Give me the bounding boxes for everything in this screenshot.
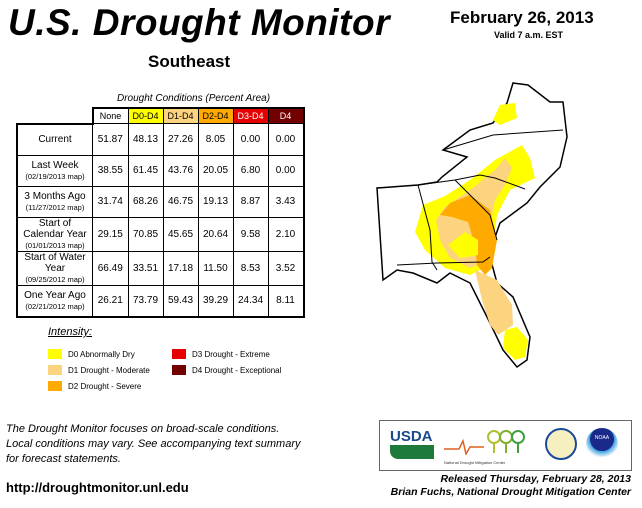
website-link[interactable]: http://droughtmonitor.unl.edu <box>6 480 189 495</box>
page-title: U.S. Drought Monitor <box>8 2 390 43</box>
disclaimer-note: The Drought Monitor focuses on broad-sca… <box>6 423 301 465</box>
table-cell: 43.76 <box>162 154 199 187</box>
ndmc-logo: National Drought Mitigation Center <box>444 427 530 465</box>
d0-area-ga <box>448 232 478 258</box>
nc-sc-border <box>454 174 526 190</box>
table-row: Start of Calendar Year (01/01/2013 map) 29… <box>16 216 305 252</box>
table-cell: 11.50 <box>197 250 234 286</box>
table-cell: 27.26 <box>162 123 199 156</box>
table-cell: 0.00 <box>267 154 305 187</box>
table-cell: 61.45 <box>127 154 164 187</box>
table-caption: Drought Conditions (Percent Area) <box>117 93 271 104</box>
d0-area-virginia <box>493 103 517 125</box>
column-header: D2-D4 <box>197 107 234 124</box>
legend-title: Intensity: <box>48 326 93 338</box>
table-cell: 46.75 <box>162 185 199 218</box>
table-row: Last Week (02/19/2013 map) 38.55 61.45 43.76… <box>16 154 305 187</box>
table-cell: 8.05 <box>197 123 234 156</box>
legend-item-d4: D4 Drought - Exceptional <box>172 365 281 375</box>
legend-item-d3: D3 Drought - Extreme <box>172 349 270 359</box>
table-cell: 0.00 <box>232 123 269 156</box>
table-cell: 33.51 <box>127 250 164 286</box>
table-header-row: None D0-D4 D1-D4 D2-D4 D3-D4 D4 <box>17 107 305 125</box>
commerce-seal-logo <box>545 428 577 460</box>
table-cell: 26.21 <box>92 284 129 318</box>
usda-logo: USDA <box>390 429 434 461</box>
row-label: Start of Water Year (09/25/2012 map) <box>16 250 93 286</box>
table-row: Start of Water Year (09/25/2012 map) 66.49… <box>16 250 305 286</box>
table-cell: 68.26 <box>127 185 164 218</box>
table-cell: 6.80 <box>232 154 269 187</box>
ga-sc-border <box>454 179 498 241</box>
table-cell: 8.87 <box>232 185 269 218</box>
table-cell: 8.53 <box>232 250 269 286</box>
table-cell: 24.34 <box>232 284 269 318</box>
row-label: Current <box>16 123 93 156</box>
table-cell: 8.11 <box>267 284 305 318</box>
table-cell: 29.15 <box>92 216 129 252</box>
table-row: One Year Ago (02/21/2012 map) 26.21 73.79 59… <box>16 284 305 318</box>
table-row: Current 51.87 48.13 27.26 8.05 0.00 0.00 <box>16 123 305 156</box>
row-label: 3 Months Ago (11/27/2012 map) <box>16 185 93 218</box>
table-cell: 38.55 <box>92 154 129 187</box>
table-row: 3 Months Ago (11/27/2012 map) 31.74 68.26 46… <box>16 185 305 218</box>
legend-item-d0: D0 Abnormally Dry <box>48 349 135 359</box>
column-header: D4 <box>267 107 305 124</box>
map-date: February 26, 2013 <box>450 8 594 27</box>
ga-fl-border <box>396 256 491 266</box>
partner-logos: USDA National Drought Mitigation Center … <box>379 420 632 471</box>
table-cell: 2.10 <box>267 216 305 252</box>
release-info: Released Thursday, February 28, 2013 Bria… <box>390 473 631 498</box>
table-cell: 59.43 <box>162 284 199 318</box>
region-title: Southeast <box>148 52 231 71</box>
legend-item-d1: D1 Drought - Moderate <box>48 365 150 375</box>
table-cell: 3.52 <box>267 250 305 286</box>
valid-time: Valid 7 a.m. EST <box>494 30 564 40</box>
table-cell: 9.58 <box>232 216 269 252</box>
d2-area <box>440 195 497 275</box>
column-header: D3-D4 <box>232 107 269 124</box>
table-cell: 66.49 <box>92 250 129 286</box>
tn-border <box>376 179 456 189</box>
d1-area-florida <box>475 270 513 335</box>
row-label: Last Week (02/19/2013 map) <box>16 154 93 187</box>
column-header: None <box>92 107 129 124</box>
d0-area-florida <box>503 327 528 360</box>
row-label: One Year Ago (02/21/2012 map) <box>16 284 93 318</box>
table-cell: 39.29 <box>197 284 234 318</box>
ga-al-border <box>417 184 438 271</box>
va-nc-border <box>442 129 564 151</box>
noaa-logo: NOAA <box>586 428 618 460</box>
row-label: Start of Calendar Year (01/01/2013 map) <box>16 216 93 252</box>
table-cell: 3.43 <box>267 185 305 218</box>
legend-item-d2: D2 Drought - Severe <box>48 381 141 391</box>
drought-conditions-table: None D0-D4 D1-D4 D2-D4 D3-D4 D4 Current 51.87 48… <box>16 107 305 318</box>
